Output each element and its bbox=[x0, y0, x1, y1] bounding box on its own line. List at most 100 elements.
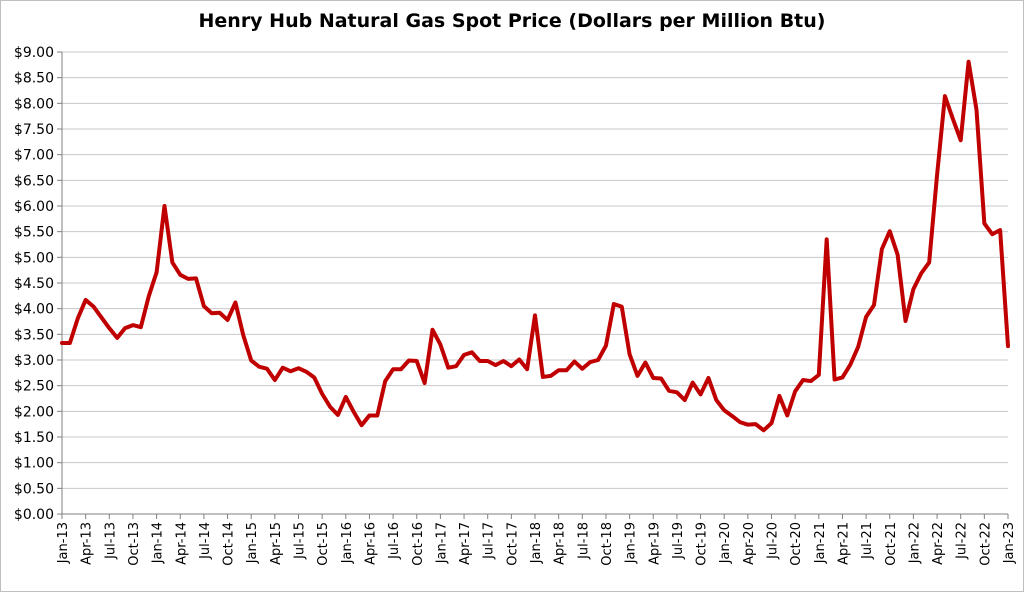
data-point bbox=[60, 341, 64, 345]
data-point bbox=[344, 395, 348, 399]
data-point bbox=[604, 344, 608, 348]
data-point bbox=[864, 315, 868, 319]
data-point bbox=[241, 333, 245, 337]
data-point bbox=[352, 410, 356, 414]
data-point bbox=[683, 398, 687, 402]
x-tick-label: Apr-19 bbox=[647, 522, 662, 565]
data-point bbox=[265, 367, 269, 371]
data-point bbox=[226, 318, 230, 322]
data-point bbox=[699, 392, 703, 396]
data-point bbox=[833, 378, 837, 382]
data-point bbox=[746, 423, 750, 427]
data-point bbox=[667, 389, 671, 393]
x-tick-label: Apr-20 bbox=[742, 522, 757, 565]
y-tick-label: $7.50 bbox=[14, 122, 54, 138]
y-axis-ticks: $0.00 $0.50 $1.00 $1.50 $2.00 $2.50 $3.00 $3.50… bbox=[14, 45, 62, 523]
data-point bbox=[407, 359, 411, 363]
x-tick-label: Oct-20 bbox=[789, 522, 804, 566]
data-point bbox=[289, 369, 293, 373]
y-tick-label: $6.50 bbox=[14, 173, 54, 189]
data-point bbox=[367, 413, 371, 417]
axes bbox=[61, 52, 1008, 515]
x-tick-label: Apr-18 bbox=[553, 522, 568, 565]
x-tick-label: Jul-20 bbox=[766, 522, 781, 560]
data-point bbox=[399, 367, 403, 371]
data-point bbox=[486, 359, 490, 363]
x-tick-label: Apr-15 bbox=[269, 522, 284, 565]
data-point bbox=[218, 311, 222, 315]
data-point bbox=[967, 60, 971, 64]
x-tick-label: Oct-22 bbox=[978, 522, 993, 566]
data-point bbox=[478, 359, 482, 363]
data-point bbox=[438, 343, 442, 347]
data-point bbox=[297, 366, 301, 370]
data-point bbox=[383, 379, 387, 383]
x-tick-label: Apr-14 bbox=[174, 522, 189, 565]
data-point bbox=[738, 420, 742, 424]
y-tick-label: $5.00 bbox=[14, 250, 54, 266]
data-point bbox=[572, 360, 576, 364]
data-point bbox=[927, 260, 931, 264]
data-point bbox=[517, 357, 521, 361]
data-point bbox=[375, 413, 379, 417]
data-point bbox=[840, 375, 844, 379]
data-point bbox=[68, 341, 72, 345]
data-point bbox=[982, 221, 986, 225]
data-point bbox=[762, 428, 766, 432]
chart-title: Henry Hub Natural Gas Spot Price (Dollar… bbox=[198, 10, 826, 32]
y-tick-label: $8.00 bbox=[14, 96, 54, 112]
x-tick-label: Jan-22 bbox=[907, 522, 922, 564]
data-point bbox=[92, 305, 96, 309]
data-point bbox=[415, 359, 419, 363]
data-point bbox=[423, 381, 427, 385]
data-point bbox=[628, 352, 632, 356]
data-point bbox=[84, 298, 88, 302]
data-point bbox=[431, 328, 435, 332]
x-tick-label: Jul-14 bbox=[198, 522, 213, 560]
data-point bbox=[281, 366, 285, 370]
data-point bbox=[998, 228, 1002, 232]
data-point bbox=[99, 315, 103, 319]
data-point bbox=[943, 94, 947, 98]
data-point bbox=[888, 229, 892, 233]
data-point bbox=[194, 276, 198, 280]
y-tick-label: $1.50 bbox=[14, 430, 54, 446]
gridlines bbox=[62, 51, 1008, 515]
x-tick-label: Apr-21 bbox=[836, 522, 851, 565]
data-point bbox=[170, 260, 174, 264]
y-tick-label: $3.00 bbox=[14, 353, 54, 369]
data-point bbox=[706, 376, 710, 380]
data-point bbox=[328, 405, 332, 409]
y-tick-label: $0.00 bbox=[14, 507, 54, 523]
data-point bbox=[785, 413, 789, 417]
data-point bbox=[312, 375, 316, 379]
y-tick-label: $4.00 bbox=[14, 302, 54, 318]
data-point bbox=[896, 253, 900, 257]
data-point bbox=[596, 358, 600, 362]
data-point bbox=[691, 381, 695, 385]
y-tick-label: $2.50 bbox=[14, 379, 54, 395]
x-tick-label: Jan-21 bbox=[813, 522, 828, 564]
data-point bbox=[123, 326, 127, 330]
data-point bbox=[848, 363, 852, 367]
x-tick-label: Jul-18 bbox=[576, 522, 591, 560]
data-point bbox=[257, 365, 261, 369]
data-point bbox=[501, 359, 505, 363]
x-tick-label: Jul-16 bbox=[387, 522, 402, 560]
data-point bbox=[990, 232, 994, 236]
data-point bbox=[951, 117, 955, 121]
x-tick-label: Jul-15 bbox=[293, 522, 308, 560]
data-point bbox=[959, 138, 963, 142]
x-tick-label: Oct-17 bbox=[505, 522, 520, 566]
data-point bbox=[446, 366, 450, 370]
data-point bbox=[974, 107, 978, 111]
data-point bbox=[494, 363, 498, 367]
x-axis-ticks: Jan-13 Apr-13 Jul-13 Oct-13 Jan-14 Apr-14 Jul-… bbox=[56, 514, 1017, 566]
y-tick-label: $6.00 bbox=[14, 199, 54, 215]
x-tick-label: Jul-21 bbox=[860, 522, 875, 560]
data-point bbox=[612, 302, 616, 306]
data-point bbox=[880, 247, 884, 251]
data-point bbox=[131, 323, 135, 327]
